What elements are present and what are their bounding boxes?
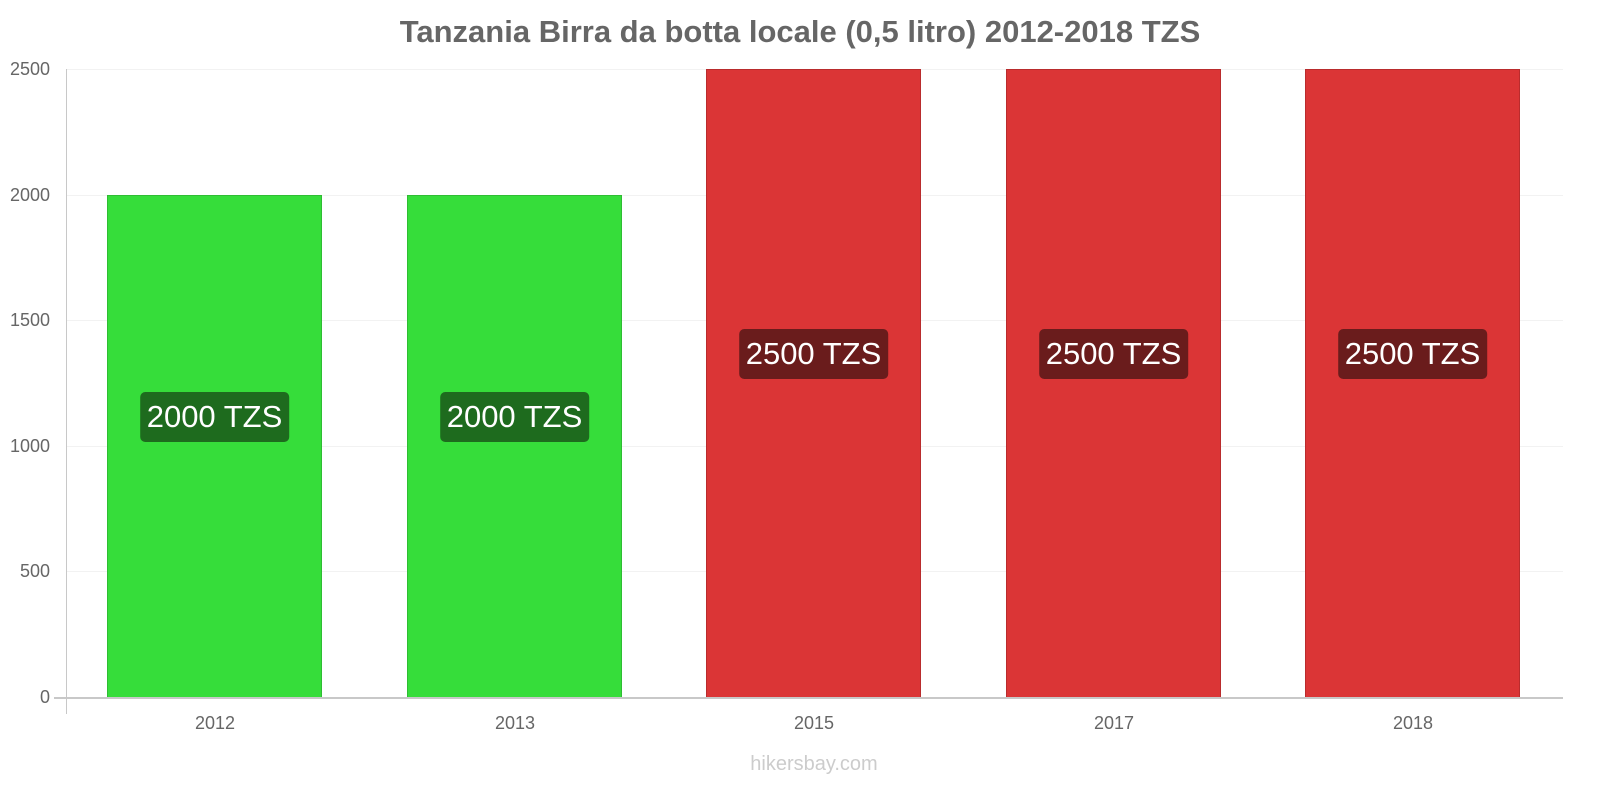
y-tick-label: 500 <box>19 561 50 581</box>
x-tick-label: 2015 <box>793 713 835 733</box>
y-tick-label: 0 <box>39 687 50 707</box>
bar-2018[interactable]: 2500 TZS <box>1305 69 1520 697</box>
x-tick-label: 2017 <box>1093 713 1135 733</box>
bar-2013[interactable]: 2000 TZS <box>407 194 622 697</box>
x-tick-label: 2012 <box>194 713 236 733</box>
data-label: 2500 TZS <box>1038 329 1189 379</box>
data-label: 2000 TZS <box>439 391 590 442</box>
y-tick-label: 2500 <box>9 59 50 79</box>
plot-area: 2000 TZS 2000 TZS 2500 TZS 2500 TZS 2500… <box>66 69 1563 697</box>
bar-2017[interactable]: 2500 TZS <box>1006 69 1221 697</box>
data-label: 2000 TZS <box>139 391 290 442</box>
bar-2012[interactable]: 2000 TZS <box>107 194 322 697</box>
y-tick-label: 1000 <box>9 436 50 456</box>
x-tick-label: 2013 <box>494 713 536 733</box>
bar-2015[interactable]: 2500 TZS <box>706 69 921 697</box>
data-label: 2500 TZS <box>738 329 889 379</box>
data-label: 2500 TZS <box>1337 329 1488 379</box>
x-axis-line <box>54 697 1563 699</box>
y-tick-label: 1500 <box>9 310 50 330</box>
chart-title: Tanzania Birra da botta locale (0,5 litr… <box>399 14 1201 49</box>
y-tick-label: 2000 <box>9 185 50 205</box>
x-tick-label: 2018 <box>1392 713 1434 733</box>
y-axis-line <box>66 69 67 714</box>
watermark: hikersbay.com <box>750 753 878 775</box>
